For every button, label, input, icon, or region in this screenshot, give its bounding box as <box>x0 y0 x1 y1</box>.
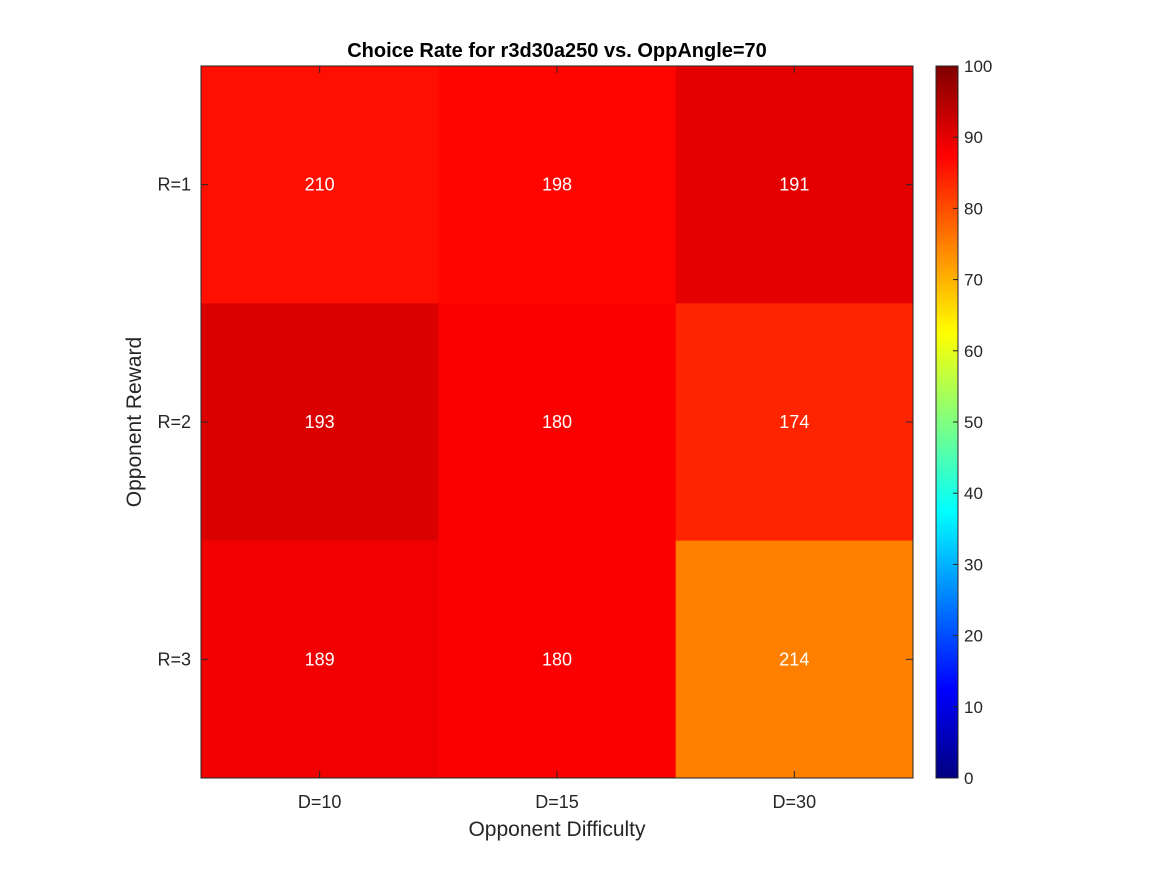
heatmap-cell-labels: 210 198 191 193 180 174 189 180 214 <box>305 175 810 670</box>
cell-value-label: 198 <box>542 175 572 195</box>
colorbar-tick-label: 60 <box>964 342 983 361</box>
cell-value-label: 180 <box>542 412 572 432</box>
y-tick-label: R=2 <box>157 412 191 432</box>
cell-value-label: 189 <box>305 649 335 669</box>
x-axis-ticks: D=10 D=15 D=30 <box>298 66 816 812</box>
heatmap-cell <box>201 303 439 542</box>
x-tick-label: D=30 <box>773 792 817 812</box>
cell-value-label: 210 <box>305 175 335 195</box>
colorbar-tick-label: 90 <box>964 128 983 147</box>
heatmap-cell <box>438 66 677 304</box>
x-tick-label: D=10 <box>298 792 342 812</box>
colorbar-tick-label: 80 <box>964 199 983 218</box>
colorbar-tick-label: 30 <box>964 555 983 574</box>
colorbar-tick-label: 0 <box>964 769 973 788</box>
colorbar-tick-label: 70 <box>964 271 983 290</box>
heatmap-cells <box>201 66 914 779</box>
cell-value-label: 193 <box>305 412 335 432</box>
colorbar-tick-label: 100 <box>964 57 992 76</box>
x-axis-title: Opponent Difficulty <box>468 818 646 841</box>
y-axis-ticks: R=1 R=2 R=3 <box>157 175 913 669</box>
y-tick-label: R=3 <box>157 649 191 669</box>
cell-value-label: 214 <box>779 649 809 669</box>
heatmap-cell <box>675 66 914 304</box>
cell-value-label: 191 <box>779 175 809 195</box>
y-tick-label: R=1 <box>157 175 191 195</box>
heatmap-cell <box>675 540 914 779</box>
heatmap-cell <box>438 540 677 779</box>
colorbar-tick-label: 50 <box>964 413 983 432</box>
heatmap-cell <box>675 303 914 542</box>
x-tick-label: D=15 <box>535 792 579 812</box>
heatmap-cell <box>438 303 677 542</box>
cell-value-label: 174 <box>779 412 809 432</box>
colorbar-tick-label: 40 <box>964 484 983 503</box>
y-axis-title: Opponent Reward <box>123 337 146 507</box>
colorbar-ticks: 0 10 20 30 40 50 60 70 80 90 100 <box>953 57 992 788</box>
cell-value-label: 180 <box>542 649 572 669</box>
colorbar-tick-label: 20 <box>964 627 983 646</box>
heatmap-cell <box>201 66 439 304</box>
colorbar-tick-label: 10 <box>964 698 983 717</box>
heatmap-cell <box>201 540 439 779</box>
chart-title: Choice Rate for r3d30a250 vs. OppAngle=7… <box>347 40 767 62</box>
